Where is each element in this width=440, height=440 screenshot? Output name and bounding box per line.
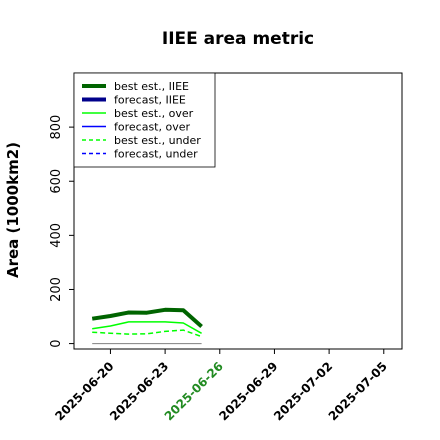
- y-tick-label-1: 200: [49, 277, 64, 302]
- legend-box: [73, 72, 216, 168]
- x-ticks: 2025-06-202025-06-232025-06-262025-06-29…: [52, 349, 390, 423]
- y-tick-label-3: 600: [49, 169, 64, 194]
- legend-label-0: best est., IIEE: [114, 80, 189, 93]
- y-tick-label-4: 800: [49, 115, 64, 140]
- series-line-4: [92, 329, 202, 338]
- series-line-2: [92, 321, 202, 334]
- y-ticks: 0 200 400 600 800: [49, 115, 74, 348]
- legend-label-5: forecast, under: [114, 148, 198, 161]
- y-tick-label-0: 0: [49, 339, 64, 347]
- legend-label-2: best est., over: [114, 107, 194, 120]
- legend-label-3: forecast, over: [114, 121, 190, 134]
- series-layer: [91, 307, 203, 345]
- chart-title: IIEE area metric: [162, 29, 314, 49]
- x-tick-label-5: 2025-07-05: [326, 359, 390, 423]
- y-tick-label-2: 400: [49, 223, 64, 248]
- legend-label-4: best est., under: [114, 134, 201, 147]
- y-axis-label: Area (1000km2): [4, 142, 22, 278]
- series-line-0: [91, 307, 203, 328]
- legend-label-1: forecast, IIEE: [114, 94, 186, 107]
